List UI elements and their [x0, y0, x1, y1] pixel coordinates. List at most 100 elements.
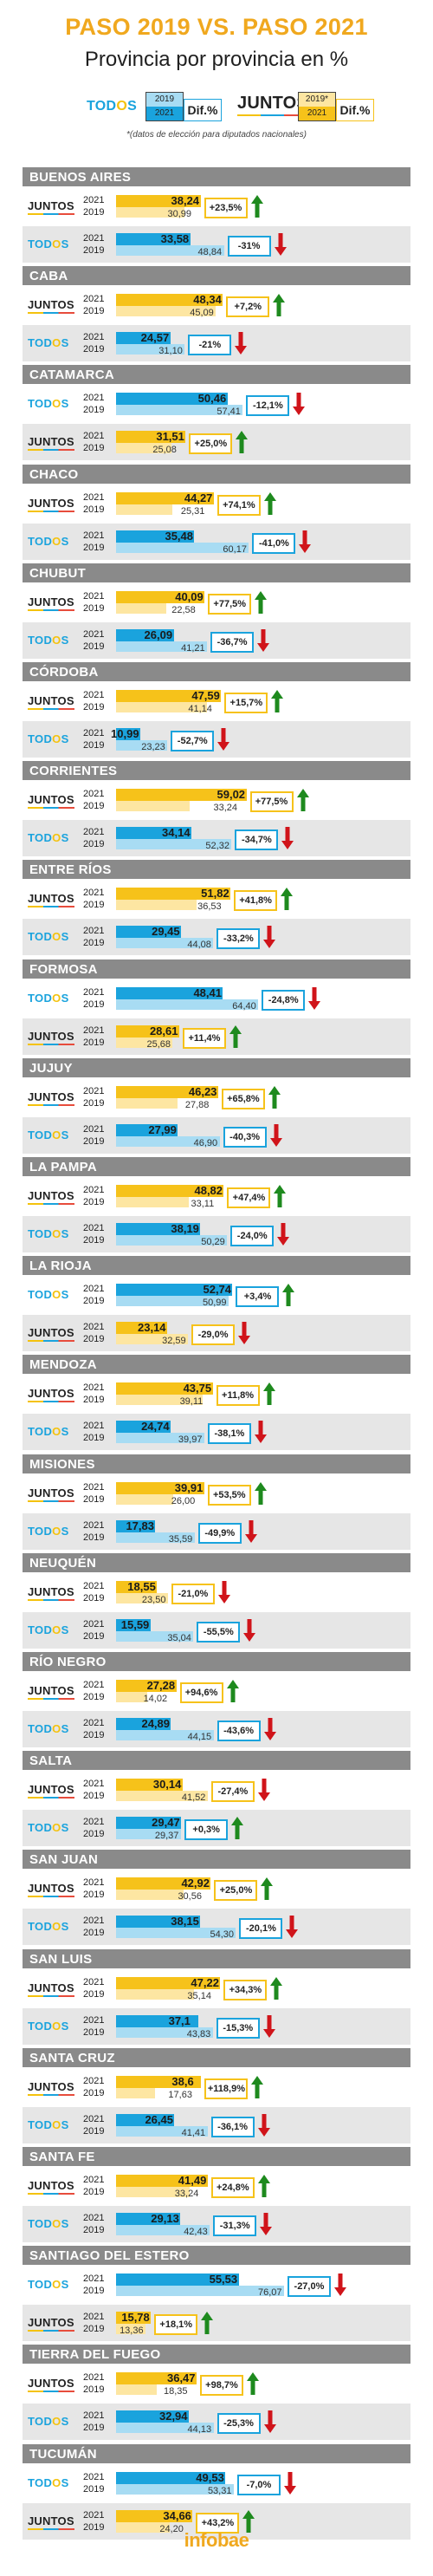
year-labels: 2021 2019: [83, 1778, 104, 1802]
year-labels: 2021 2019: [83, 2212, 104, 2236]
year-2019-label: 2019: [83, 839, 105, 850]
value-2021: 33,58: [160, 232, 190, 245]
bar-2019: [116, 1235, 228, 1246]
value-2019: 25,08: [152, 445, 177, 456]
year-2019-label: 2019: [83, 1197, 105, 1207]
year-labels: 2021 2019: [83, 392, 104, 416]
legend-todos-years: 2019 2021: [145, 92, 184, 121]
bar-2019: [116, 1135, 220, 1147]
bar-2019: [116, 306, 216, 317]
difference-badge: -41,0%: [252, 532, 296, 554]
value-2021: 42,92: [181, 1877, 210, 1890]
bar-2021: [116, 1976, 221, 1989]
juntos-logo: JUNTOS: [28, 1189, 74, 1205]
province-san-luis: SAN LUIS JUNTOS 2021 2019 47,22 35,14 +34,3% TO…: [23, 1948, 410, 2045]
province-name: FORMOSA: [29, 961, 98, 977]
year-2019-label: 2019: [83, 1235, 105, 1246]
bar-2021: [116, 926, 182, 939]
arrow-up-icon: [281, 888, 294, 911]
bar-2019: [116, 1988, 194, 2000]
value-2019: 26,00: [171, 1495, 196, 1506]
year-2021-label: 2021: [83, 1718, 105, 1728]
value-2021: 32,94: [158, 2410, 188, 2423]
year-2019-label: 2019: [83, 1630, 105, 1642]
province-header: CHUBUT: [23, 563, 410, 582]
year-2021-label: 2021: [83, 431, 105, 442]
value-2019: 42,43: [184, 2227, 208, 2237]
difference-badge: -25,3%: [216, 2413, 261, 2435]
value-2021: 55,53: [209, 2273, 238, 2287]
difference-badge: -7,0%: [236, 2474, 281, 2495]
year-2021-label: 2021: [83, 1223, 105, 1233]
arrow-up-icon: [268, 1085, 281, 1109]
juntos-logo: JUNTOS: [28, 1981, 74, 1997]
value-2019: 57,41: [216, 407, 241, 418]
year-2019-label: 2019: [83, 1890, 105, 1901]
year-2021-label: 2021: [83, 195, 105, 205]
difference-badge: +34,3%: [223, 1979, 268, 2000]
arrow-up-icon: [246, 2372, 259, 2396]
year-2019-label: 2019: [83, 801, 105, 812]
province-name: LA RIOJA: [29, 1259, 92, 1274]
province-entre-rios: ENTRE RÍOS JUNTOS 2021 2019 51,82 36,53 +41,8%…: [23, 860, 410, 956]
province-header: LA RIOJA: [23, 1256, 410, 1276]
bar-2019: [116, 2286, 284, 2297]
bar-2021: [116, 1322, 167, 1335]
year-2021-label: 2021: [83, 2274, 105, 2285]
year-labels: 2021 2019: [83, 430, 104, 454]
value-2019: 50,29: [201, 1237, 225, 1247]
province-santiago-del-estero: SANTIAGO DEL ESTERO TODOS 2021 2019 55,53 76,…: [23, 2246, 410, 2342]
year-2019-label: 2019: [83, 2026, 105, 2038]
party-row-todos: TODOS 2021 2019 17,83 35,59 -49,9%: [23, 1512, 410, 1550]
year-2021-label: 2021: [83, 2509, 105, 2521]
value-2021: 34,14: [162, 826, 191, 840]
value-2019: 44,13: [187, 2424, 212, 2436]
province-caba: CABA JUNTOS 2021 2019 48,34 45,09 +7,2% TODOS 20…: [23, 266, 410, 362]
value-2021: 35,48: [165, 529, 194, 543]
difference-badge: +65,8%: [221, 1088, 265, 1109]
juntos-logo: JUNTOS: [28, 2514, 74, 2530]
bar-2021: [116, 1580, 158, 1593]
bar-2021: [116, 1481, 204, 1494]
bar-2021: [116, 1085, 218, 1098]
year-labels: 2021 2019: [83, 1283, 104, 1307]
year-labels: 2021 2019: [83, 628, 104, 653]
arrow-up-icon: [274, 1185, 287, 1207]
year-2021-label: 2021: [83, 1284, 105, 1295]
value-2019: 30,56: [178, 1891, 202, 1903]
difference-badge: +41,8%: [234, 890, 278, 912]
arrow-up-icon: [282, 1284, 295, 1307]
value-2021: 24,89: [141, 1717, 171, 1730]
value-2021: 39,91: [174, 1480, 204, 1494]
bar-2021: [116, 431, 186, 444]
bar-2019: [116, 1334, 189, 1345]
party-row-juntos: JUNTOS 2021 2019 51,82 36,53 +41,8%: [23, 881, 410, 918]
year-2019-label: 2019: [83, 1135, 105, 1147]
value-2021: 23,14: [138, 1321, 166, 1335]
arrow-up-icon: [231, 1817, 244, 1840]
bar-2019: [116, 2225, 210, 2235]
year-labels: 2021 2019: [83, 826, 104, 850]
province-name: SANTIAGO DEL ESTERO: [29, 2248, 190, 2264]
province-san-juan: SAN JUAN JUNTOS 2021 2019 42,92 30,56 +25,0% TO…: [23, 1850, 410, 1946]
legend-juntos-year-a: 2019*: [299, 93, 335, 107]
difference-badge: +94,6%: [179, 1682, 223, 1703]
value-2021: 38,19: [171, 1222, 199, 1235]
value-2019: 45,09: [190, 308, 214, 319]
bar-2021: [116, 530, 195, 543]
value-2021: 46,23: [188, 1084, 217, 1098]
year-2021-label: 2021: [83, 926, 105, 937]
province-buenos-aires: BUENOS AIRES JUNTOS 2021 2019 38,24 30,99 +23,…: [23, 167, 410, 263]
todos-logo: TODOS: [28, 2117, 69, 2131]
year-2019-label: 2019: [83, 2087, 105, 2098]
bar-2019: [116, 602, 166, 614]
difference-badge: +15,7%: [224, 693, 268, 713]
year-2021-label: 2021: [83, 2213, 105, 2223]
party-row-todos: TODOS 2021 2019 32,94 44,13 -25,3%: [23, 2404, 410, 2441]
year-2019-label: 2019: [83, 1493, 105, 1505]
difference-badge: -20,1%: [239, 1918, 283, 1940]
bar-2021: [116, 1382, 213, 1395]
year-labels: 2021 2019: [83, 530, 104, 554]
year-2021-label: 2021: [83, 2312, 105, 2323]
bar-2021: [116, 332, 171, 345]
